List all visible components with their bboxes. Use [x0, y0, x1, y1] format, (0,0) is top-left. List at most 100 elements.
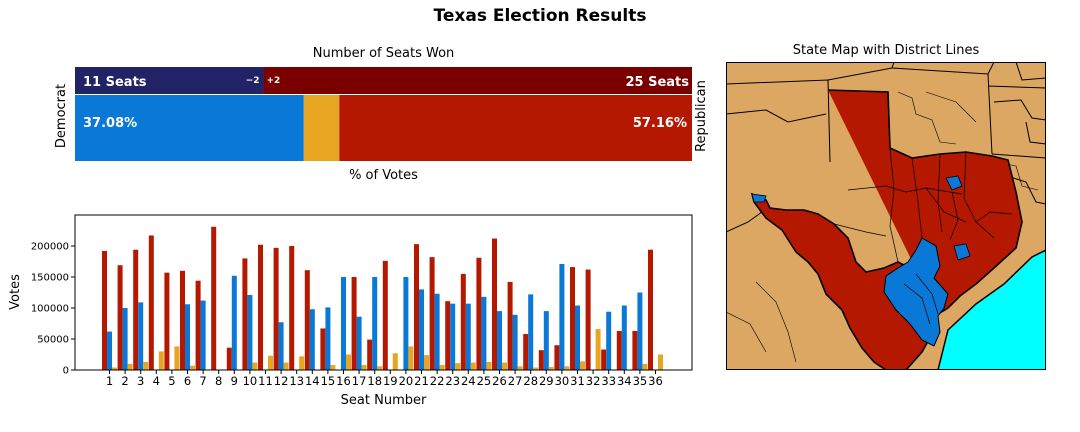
x-tick-label: 25: [477, 374, 492, 388]
other-bar: [330, 365, 336, 370]
dem-pct-label: 37.08%: [83, 116, 137, 131]
y-tick-label: 50000: [37, 335, 69, 346]
dem-bar: [185, 304, 190, 370]
rep-bar: [601, 349, 607, 370]
x-tick-label: 6: [184, 374, 191, 388]
y-tick-label: 200000: [31, 242, 69, 253]
texas-dem-district-houston: [953, 243, 971, 261]
dem-bar: [512, 314, 518, 370]
dem-bar: [621, 305, 627, 370]
x-tick-label: 7: [199, 374, 206, 388]
texas-rep-districts: [750, 89, 1023, 370]
texas-dem-district-elpaso: [751, 193, 767, 203]
dem-bar: [309, 309, 315, 370]
x-tick-label: 18: [367, 374, 382, 388]
rep-bar: [133, 249, 139, 370]
dem-bar: [637, 292, 643, 370]
x-tick-label: 34: [617, 374, 632, 388]
other-bar: [392, 353, 398, 370]
x-tick-label: 27: [508, 374, 523, 388]
other-bar: [455, 363, 461, 370]
x-tick-label: 36: [648, 374, 663, 388]
rep-bar: [507, 281, 513, 370]
rep-bar: [460, 273, 466, 370]
y-tick-label: 150000: [31, 273, 69, 284]
x-tick-label: 32: [586, 374, 601, 388]
dem-bar: [575, 305, 580, 370]
dem-bar: [403, 277, 409, 370]
rep-bar: [289, 246, 295, 370]
x-tick-label: 10: [243, 374, 258, 388]
district-map: [726, 62, 1046, 370]
dem-bar: [450, 303, 456, 370]
x-tick-label: 9: [231, 374, 238, 388]
rep-bar: [242, 258, 248, 370]
other-bar: [595, 329, 601, 370]
x-tick-label: 29: [539, 374, 554, 388]
rep-bar: [570, 267, 575, 370]
dem-bar: [231, 275, 237, 370]
rep-bar: [382, 260, 388, 370]
rep-votes-bar: [339, 95, 692, 161]
dem-bar: [341, 277, 346, 370]
district-lines: [833, 147, 1013, 325]
gulf-water: [937, 249, 1046, 370]
x-tick-label: 1: [106, 374, 113, 388]
y-tick-label: 100000: [31, 304, 69, 315]
x-tick-label: 12: [274, 374, 289, 388]
rep-bar: [367, 339, 373, 370]
other-bar: [361, 365, 367, 370]
other-bar: [517, 366, 523, 370]
rep-bar: [304, 270, 310, 370]
rep-bar: [211, 226, 217, 370]
rep-bar: [445, 301, 451, 370]
rep-bar: [538, 350, 544, 370]
x-tick-label: 21: [414, 374, 429, 388]
other-votes-bar: [303, 95, 340, 161]
dem-bar: [122, 308, 128, 370]
other-bar: [439, 365, 445, 370]
texas-dem-district-dallas: [945, 175, 963, 191]
dem-bar: [434, 293, 440, 370]
map-frame: [726, 62, 1046, 370]
other-bar: [658, 354, 663, 370]
rep-bar: [226, 347, 232, 370]
x-tick-label: 35: [633, 374, 648, 388]
other-bar: [268, 355, 273, 370]
dem-bar: [419, 289, 424, 370]
dem-bar: [559, 263, 565, 370]
dem-bar: [247, 294, 253, 370]
other-bar: [642, 363, 648, 370]
x-tick-label: 33: [601, 374, 616, 388]
x-tick-label: 8: [215, 374, 222, 388]
x-tick-label: 2: [121, 374, 128, 388]
rep-bar: [632, 330, 638, 370]
chart-title: Texas Election Results: [433, 6, 647, 26]
rep-seats-bar: [263, 67, 692, 94]
x-tick-label: 24: [461, 374, 476, 388]
x-tick-label: 30: [555, 374, 570, 388]
other-bar: [190, 365, 195, 370]
rep-bar: [585, 269, 591, 370]
other-bar: [502, 362, 507, 370]
dem-bar: [278, 322, 284, 370]
x-tick-label: 19: [383, 374, 398, 388]
x-tick-label: 15: [321, 374, 336, 388]
other-bar: [548, 366, 554, 370]
dem-bar: [138, 302, 144, 370]
x-tick-label: 22: [430, 374, 445, 388]
other-bar: [486, 361, 492, 370]
texas-dem-districts-south: [883, 237, 949, 347]
x-tick-label: 28: [523, 374, 538, 388]
dem-bar: [481, 296, 487, 370]
other-bar: [127, 363, 133, 370]
other-bar: [252, 362, 258, 370]
rep-bar: [273, 247, 279, 370]
rep-bar: [195, 280, 201, 370]
dem-bar: [372, 277, 378, 370]
rep-bar: [523, 334, 529, 370]
other-bar: [112, 367, 117, 370]
rep-bar: [476, 257, 482, 370]
x-tick-label: 3: [137, 374, 144, 388]
